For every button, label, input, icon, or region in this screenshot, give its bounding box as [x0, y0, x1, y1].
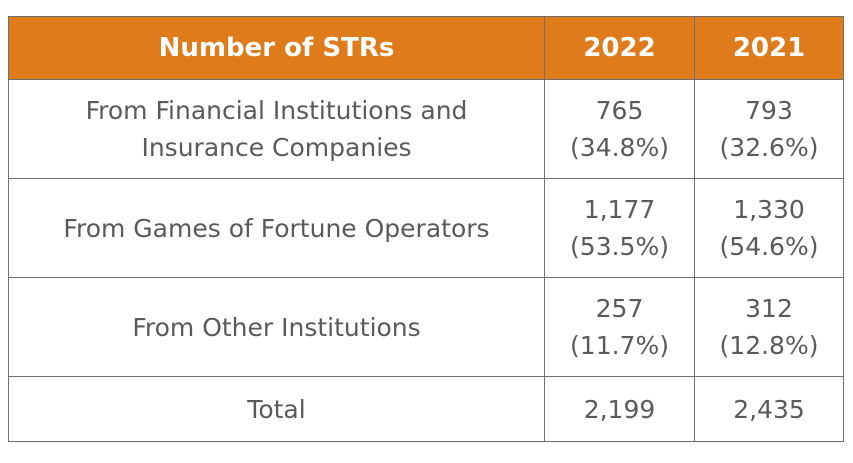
row-label-line: From Games of Fortune Operators	[63, 213, 490, 243]
row-label-line: From Other Institutions	[132, 312, 421, 342]
cell-count: 1,177	[583, 195, 656, 224]
cell-count: 765	[595, 96, 644, 125]
cell-share: (12.8%)	[719, 331, 819, 360]
header-year-2022: 2022	[544, 16, 695, 80]
row-label-line: From Financial Institutions and	[85, 96, 468, 125]
cell-2021: 793 (32.6%)	[694, 79, 844, 179]
table-row-other-institutions: From Other Institutions 257 (11.7%) 312 …	[8, 277, 844, 377]
total-label: Total	[8, 376, 545, 442]
cell-count: 1,330	[733, 195, 805, 224]
total-2022: 2,199	[544, 376, 695, 442]
table-row-financial-institutions: From Financial Institutions and Insuranc…	[8, 79, 844, 179]
cell-count: 793	[745, 96, 793, 125]
cell-share: (11.7%)	[570, 331, 669, 360]
row-label: From Other Institutions	[8, 277, 545, 377]
cell-share: (32.6%)	[719, 133, 819, 162]
str-table: Number of STRs 2022 2021 From Financial …	[8, 16, 844, 442]
cell-share: (34.8%)	[570, 133, 669, 162]
table-row-games-of-fortune: From Games of Fortune Operators 1,177 (5…	[8, 178, 844, 278]
row-label-line: Insurance Companies	[141, 133, 412, 162]
cell-2021: 312 (12.8%)	[694, 277, 844, 377]
header-year-2021: 2021	[694, 16, 844, 80]
cell-2022: 1,177 (53.5%)	[544, 178, 695, 278]
row-label: From Games of Fortune Operators	[8, 178, 545, 278]
cell-2021: 1,330 (54.6%)	[694, 178, 844, 278]
table-row-total: Total 2,199 2,435	[8, 376, 844, 442]
cell-2022: 257 (11.7%)	[544, 277, 695, 377]
total-2021: 2,435	[694, 376, 844, 442]
header-row: Number of STRs 2022 2021	[8, 16, 844, 80]
cell-2022: 765 (34.8%)	[544, 79, 695, 179]
row-label: From Financial Institutions and Insuranc…	[8, 79, 545, 179]
cell-share: (53.5%)	[570, 232, 669, 261]
header-label: Number of STRs	[8, 16, 545, 80]
cell-count: 312	[745, 294, 793, 323]
cell-share: (54.6%)	[719, 232, 819, 261]
cell-count: 257	[595, 294, 644, 323]
